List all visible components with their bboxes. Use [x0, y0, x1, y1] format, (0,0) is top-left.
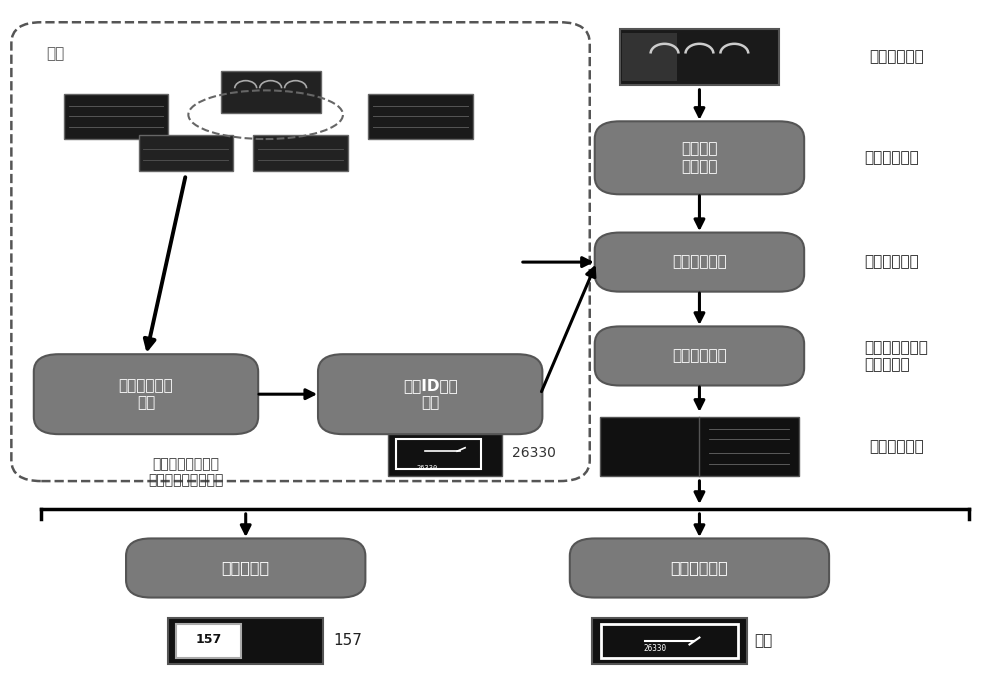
- Text: 无关区域剥除: 无关区域剥除: [864, 150, 919, 165]
- Bar: [620, 29, 779, 85]
- Text: 画面有效
区域提取: 画面有效 区域提取: [681, 142, 718, 174]
- Text: 确定画面身份: 确定画面身份: [864, 255, 919, 269]
- Text: 26330: 26330: [417, 465, 438, 471]
- Bar: [139, 135, 233, 171]
- Text: 26330: 26330: [512, 446, 556, 460]
- Bar: [176, 623, 241, 658]
- FancyBboxPatch shape: [595, 327, 804, 385]
- Text: 兴趣图元定位: 兴趣图元定位: [672, 348, 727, 364]
- FancyBboxPatch shape: [318, 354, 542, 434]
- Text: 数字量识别: 数字量识别: [222, 560, 270, 575]
- Text: 线下: 线下: [46, 47, 65, 61]
- Bar: [592, 618, 747, 664]
- Text: 图元自动检测技术
协助完成模板库建立: 图元自动检测技术 协助完成模板库建立: [148, 456, 224, 487]
- Bar: [221, 71, 321, 112]
- Text: 定位好的画面: 定位好的画面: [869, 439, 924, 454]
- FancyBboxPatch shape: [595, 232, 804, 292]
- Text: 26330: 26330: [643, 644, 666, 653]
- Text: 图元状态识别: 图元状态识别: [671, 560, 728, 575]
- FancyBboxPatch shape: [34, 354, 258, 434]
- Bar: [388, 431, 502, 476]
- Text: 157: 157: [196, 633, 222, 646]
- FancyBboxPatch shape: [595, 121, 804, 194]
- Text: 读取监控画面: 读取监控画面: [869, 50, 924, 64]
- Bar: [168, 618, 323, 664]
- Text: 图元位置自动
标注: 图元位置自动 标注: [119, 378, 173, 410]
- Text: 由模板库信息协
助定位图元: 由模板库信息协 助定位图元: [864, 340, 928, 372]
- Text: 157: 157: [333, 634, 362, 648]
- Bar: [253, 135, 348, 171]
- FancyBboxPatch shape: [570, 538, 829, 597]
- Bar: [622, 33, 677, 82]
- Bar: [64, 94, 168, 139]
- Bar: [396, 439, 481, 469]
- Bar: [368, 94, 473, 139]
- FancyBboxPatch shape: [126, 538, 365, 597]
- Bar: [601, 623, 738, 658]
- Bar: [600, 417, 799, 476]
- Text: 闭合: 闭合: [754, 634, 773, 648]
- Text: 模板自动识别: 模板自动识别: [672, 255, 727, 269]
- Text: 图元ID字符
识别: 图元ID字符 识别: [403, 378, 458, 410]
